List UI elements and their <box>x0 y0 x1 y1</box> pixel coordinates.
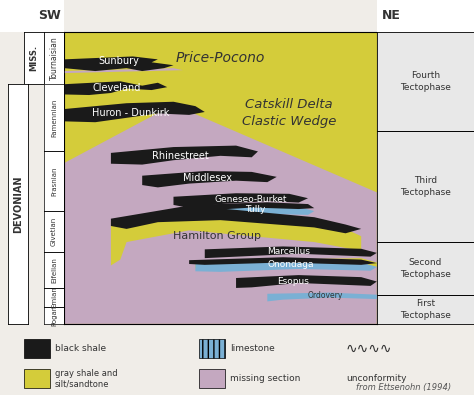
Text: Frasnian: Frasnian <box>51 167 57 196</box>
Text: Eifelian: Eifelian <box>51 257 57 283</box>
Text: limestone: limestone <box>230 344 274 353</box>
Polygon shape <box>195 260 377 272</box>
Text: Famennian: Famennian <box>51 99 57 137</box>
Text: unconformity: unconformity <box>346 374 407 384</box>
FancyBboxPatch shape <box>24 339 50 358</box>
Polygon shape <box>236 275 377 288</box>
Text: black shale: black shale <box>55 344 106 353</box>
Polygon shape <box>142 171 277 187</box>
Text: MISS.: MISS. <box>30 45 38 71</box>
Polygon shape <box>267 293 377 301</box>
Polygon shape <box>111 146 258 165</box>
FancyBboxPatch shape <box>199 339 225 358</box>
Text: Third
Tectophase: Third Tectophase <box>400 176 451 197</box>
Text: Givetian: Givetian <box>51 217 57 246</box>
Text: Catskill Delta
Clastic Wedge: Catskill Delta Clastic Wedge <box>242 98 337 128</box>
Text: ∿∿∿∿: ∿∿∿∿ <box>346 342 392 356</box>
Text: Tully: Tully <box>246 205 266 214</box>
Text: Esopus: Esopus <box>277 276 309 286</box>
FancyBboxPatch shape <box>24 369 50 388</box>
Text: Price-Pocono: Price-Pocono <box>176 51 265 65</box>
Text: First
Tectophase: First Tectophase <box>400 299 451 320</box>
Polygon shape <box>205 246 377 258</box>
Polygon shape <box>64 56 173 71</box>
Polygon shape <box>173 193 308 208</box>
Text: NE: NE <box>382 9 401 22</box>
Text: from Ettsenohn (1994): from Ettsenohn (1994) <box>356 383 451 392</box>
Text: Emian: Emian <box>51 287 57 308</box>
Text: Geneseo-Burket: Geneseo-Burket <box>214 195 287 204</box>
Polygon shape <box>64 102 205 122</box>
Text: Rhinestreet: Rhinestreet <box>152 151 209 161</box>
Text: gray shale and
silt/sandtone: gray shale and silt/sandtone <box>55 369 117 389</box>
Polygon shape <box>64 105 377 324</box>
Text: DEVONIAN: DEVONIAN <box>13 175 23 233</box>
Text: Fourth
Tectophase: Fourth Tectophase <box>400 71 451 92</box>
Polygon shape <box>64 68 183 73</box>
Text: missing section: missing section <box>230 374 300 384</box>
Text: Ordovery: Ordovery <box>308 291 343 300</box>
Text: Middlesex: Middlesex <box>183 173 232 183</box>
Text: Hamilton Group: Hamilton Group <box>173 231 262 241</box>
Polygon shape <box>189 257 377 265</box>
Text: Pogan: Pogan <box>51 305 57 326</box>
Polygon shape <box>189 206 314 216</box>
Polygon shape <box>183 202 314 211</box>
Polygon shape <box>195 258 377 268</box>
Text: Tournaisian: Tournaisian <box>50 36 58 80</box>
Text: SW: SW <box>38 9 61 22</box>
Text: Marcellus: Marcellus <box>267 247 310 256</box>
Text: Cleveland: Cleveland <box>92 83 140 93</box>
Polygon shape <box>111 205 361 233</box>
FancyBboxPatch shape <box>199 369 225 388</box>
Text: Second
Tectophase: Second Tectophase <box>400 258 451 279</box>
Polygon shape <box>64 81 167 95</box>
Text: Sunbury: Sunbury <box>99 56 139 66</box>
Polygon shape <box>111 207 361 265</box>
Text: Huron - Dunkirk: Huron - Dunkirk <box>92 108 170 118</box>
Text: Onondaga: Onondaga <box>267 260 314 269</box>
